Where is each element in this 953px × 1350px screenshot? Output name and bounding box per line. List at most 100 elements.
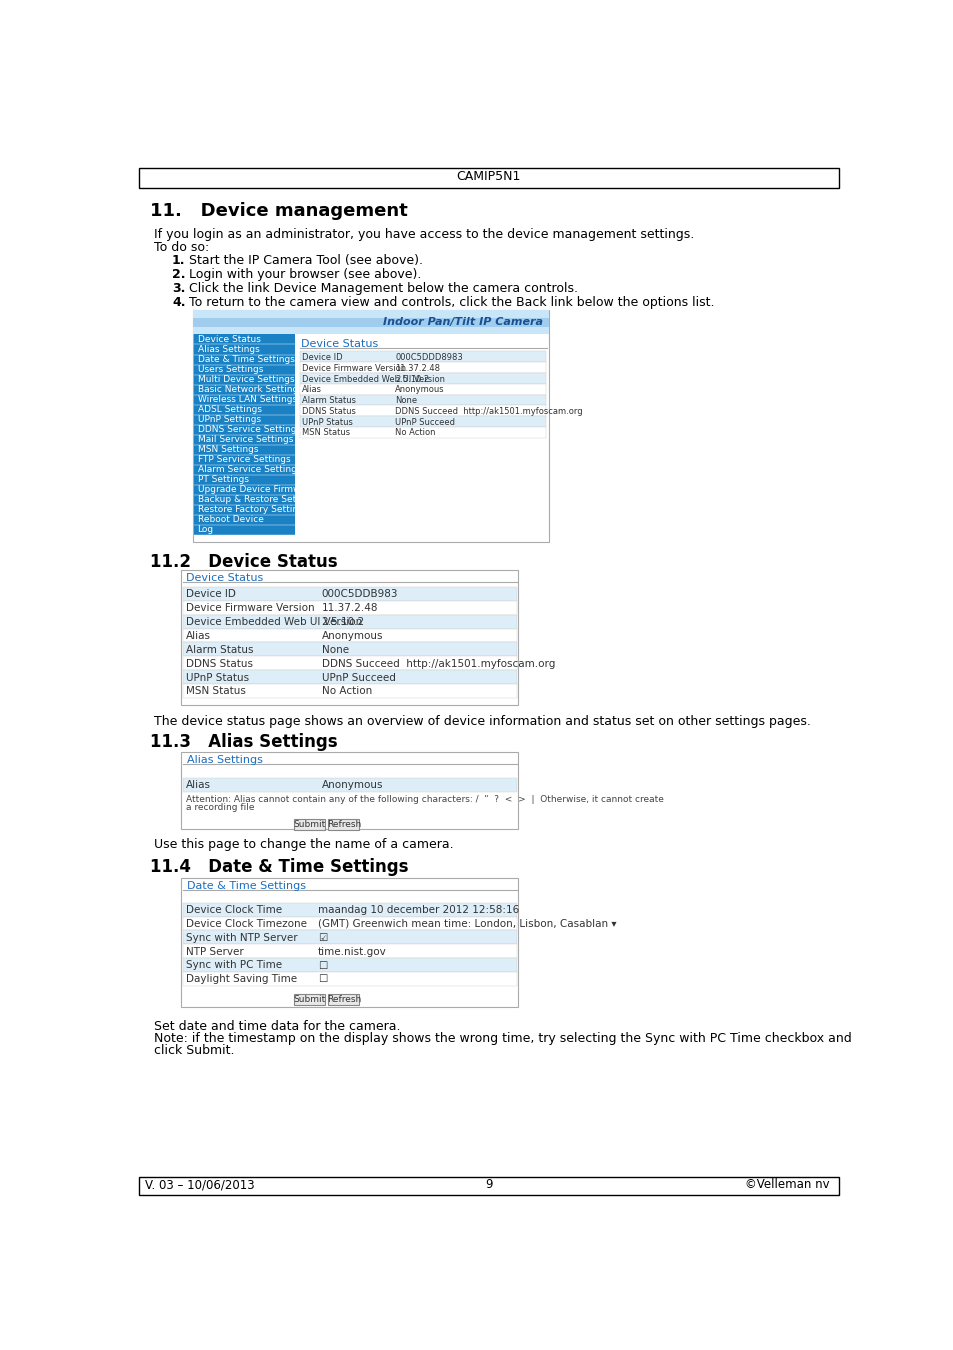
Text: 11.3   Alias Settings: 11.3 Alias Settings (150, 733, 337, 752)
Text: MSN Settings: MSN Settings (197, 446, 257, 455)
Bar (181, 570, 517, 705)
Text: ☐: ☐ (317, 975, 327, 984)
Text: Device Status: Device Status (197, 335, 260, 344)
Bar (183, 892, 517, 903)
Text: Date & Time Settings: Date & Time Settings (197, 355, 294, 364)
Text: Alarm Status: Alarm Status (186, 645, 253, 655)
FancyBboxPatch shape (328, 819, 359, 830)
Text: DDNS Status: DDNS Status (186, 659, 253, 668)
Text: No Action: No Action (395, 428, 436, 437)
Text: 11.37.2.48: 11.37.2.48 (395, 363, 439, 373)
Bar (181, 878, 517, 1007)
Bar (194, 405, 294, 414)
Text: No Action: No Action (321, 686, 372, 697)
Bar (183, 778, 517, 792)
Bar (194, 475, 294, 485)
Text: Daylight Saving Time: Daylight Saving Time (186, 975, 296, 984)
Bar (194, 424, 294, 435)
Text: a recording file: a recording file (186, 803, 254, 813)
Text: Date & Time Settings: Date & Time Settings (187, 882, 306, 891)
Text: Refresh: Refresh (327, 819, 361, 829)
Text: 4.: 4. (172, 296, 185, 309)
Text: UPnP Succeed: UPnP Succeed (395, 417, 455, 427)
Text: UPnP Status: UPnP Status (302, 417, 353, 427)
Text: To return to the camera view and controls, click the Back link below the options: To return to the camera view and control… (189, 296, 714, 309)
Text: Device Status: Device Status (186, 574, 263, 583)
Bar (183, 629, 517, 643)
Text: DDNS Succeed  http://ak1501.myfoscam.org: DDNS Succeed http://ak1501.myfoscam.org (395, 406, 582, 416)
Text: Device Embedded Web UI Version: Device Embedded Web UI Version (302, 374, 445, 383)
Bar (194, 364, 294, 374)
Text: Device Firmware Version: Device Firmware Version (186, 603, 314, 613)
Text: 11.37.2.48: 11.37.2.48 (321, 603, 377, 613)
Text: Anonymous: Anonymous (395, 385, 444, 394)
Text: Multi Device Settings: Multi Device Settings (197, 375, 294, 385)
Text: Alarm Status: Alarm Status (302, 396, 355, 405)
Text: 11.4   Date & Time Settings: 11.4 Date & Time Settings (150, 859, 408, 876)
Bar (194, 525, 294, 535)
Text: Submit: Submit (293, 819, 325, 829)
FancyBboxPatch shape (328, 995, 359, 1006)
Bar (194, 494, 294, 505)
Bar (183, 930, 517, 944)
Text: Restore Factory Settings: Restore Factory Settings (197, 505, 308, 514)
Text: FTP Service Settings: FTP Service Settings (197, 455, 290, 464)
Text: 1.: 1. (172, 254, 185, 267)
Bar (194, 485, 294, 494)
Text: If you login as an administrator, you have access to the device management setti: If you login as an administrator, you ha… (154, 228, 694, 242)
Text: 9: 9 (485, 1179, 492, 1192)
Bar (299, 394, 545, 405)
Text: Refresh: Refresh (327, 995, 361, 1004)
Bar (194, 435, 294, 444)
Text: V. 03 – 10/06/2013: V. 03 – 10/06/2013 (145, 1179, 254, 1192)
Bar (194, 444, 294, 455)
Text: Use this page to change the name of a camera.: Use this page to change the name of a ca… (154, 838, 454, 850)
Text: Indoor Pan/Tilt IP Camera: Indoor Pan/Tilt IP Camera (383, 317, 542, 327)
Text: Upgrade Device Firmware: Upgrade Device Firmware (197, 486, 314, 494)
Text: Mail Service Settings: Mail Service Settings (197, 435, 293, 444)
Bar (194, 335, 294, 344)
Bar (299, 351, 545, 362)
Text: Sync with NTP Server: Sync with NTP Server (186, 933, 297, 942)
Text: Device Firmware Version: Device Firmware Version (302, 363, 406, 373)
Text: Anonymous: Anonymous (321, 630, 382, 641)
Text: Login with your browser (see above).: Login with your browser (see above). (189, 269, 421, 281)
Text: Alias: Alias (186, 779, 211, 790)
Text: maandag 10 december 2012 12:58:16: maandag 10 december 2012 12:58:16 (317, 904, 518, 915)
Bar (193, 317, 549, 327)
Text: Alias: Alias (186, 630, 211, 641)
Text: 11.   Device management: 11. Device management (150, 202, 408, 220)
Bar (299, 362, 545, 373)
Text: DDNS Succeed  http://ak1501.myfoscam.org: DDNS Succeed http://ak1501.myfoscam.org (321, 659, 555, 668)
FancyBboxPatch shape (294, 819, 324, 830)
Bar (183, 670, 517, 684)
Bar (194, 514, 294, 525)
Text: click Submit.: click Submit. (154, 1045, 234, 1057)
Text: 000C5DDB983: 000C5DDB983 (321, 590, 397, 599)
Text: Anonymous: Anonymous (321, 779, 382, 790)
Text: Note: if the timestamp on the display shows the wrong time, try selecting the Sy: Note: if the timestamp on the display sh… (154, 1033, 851, 1045)
Text: Reboot Device: Reboot Device (197, 516, 263, 524)
Text: NTP Server: NTP Server (186, 946, 243, 957)
Text: UPnP Status: UPnP Status (186, 672, 249, 683)
Text: Set date and time data for the camera.: Set date and time data for the camera. (154, 1019, 400, 1033)
Bar (299, 383, 545, 394)
Text: CAMIP5N1: CAMIP5N1 (456, 170, 520, 182)
Text: ©Velleman nv: ©Velleman nv (743, 1179, 828, 1192)
Bar (183, 601, 517, 614)
Bar (194, 505, 294, 514)
Bar (194, 455, 294, 464)
Text: DDNS Service Settings: DDNS Service Settings (197, 425, 300, 435)
Text: The device status page shows an overview of device information and status set on: The device status page shows an overview… (154, 716, 810, 728)
Bar (194, 344, 294, 355)
Text: Alarm Service Settings: Alarm Service Settings (197, 466, 301, 474)
Text: MSN Status: MSN Status (186, 686, 246, 697)
Text: Alias Settings: Alias Settings (187, 755, 263, 765)
Text: None: None (321, 645, 348, 655)
Bar (181, 752, 517, 829)
Text: (GMT) Greenwich mean time: London, Lisbon, Casablan ▾: (GMT) Greenwich mean time: London, Lisbo… (317, 919, 616, 929)
Bar (193, 310, 549, 543)
Text: Device Embedded Web UI Version: Device Embedded Web UI Version (186, 617, 362, 626)
Text: Device Status: Device Status (301, 339, 378, 350)
Bar (183, 958, 517, 972)
